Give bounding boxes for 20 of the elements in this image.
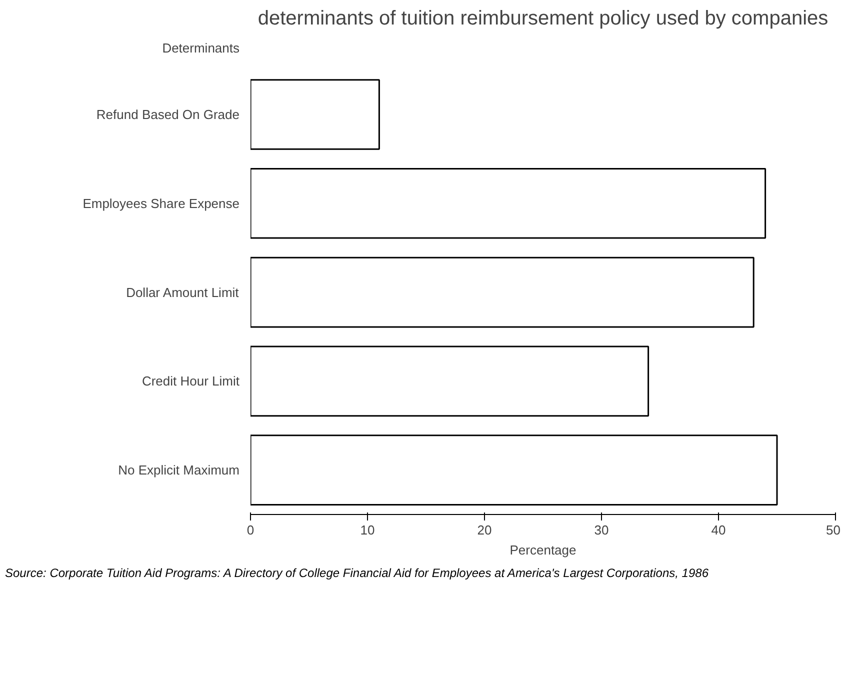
bar: [250, 168, 766, 239]
y-axis-title: Determinants: [162, 40, 240, 56]
x-tick-label: 20: [477, 522, 492, 538]
y-tick-label: Employees Share Expense: [82, 196, 240, 211]
y-tick-label: Credit Hour Limit: [142, 374, 240, 389]
bar: [250, 79, 380, 150]
y-tick-label: Dollar Amount Limit: [126, 284, 240, 300]
y-tick-label: Refund Based On Grade: [96, 107, 240, 122]
x-tick-label: 30: [594, 522, 609, 538]
x-tick-label: 40: [711, 522, 726, 538]
bar: [250, 256, 754, 328]
x-tick-label: 10: [360, 522, 375, 538]
x-tick-label: 0: [246, 522, 254, 538]
x-tick-label: 50: [826, 522, 841, 538]
bar: [250, 434, 778, 506]
x-axis-title: Percentage: [510, 542, 576, 558]
y-tick-label: No Explicit Maximum: [118, 462, 240, 478]
chart-title: determinants of tuition reimbursement policy used by companies: [258, 8, 828, 30]
source-note: Source: Corporate Tuition Aid Programs: A Directory of College Financial Aid for Employees at America's Largest Corporations, 1986: [5, 565, 708, 582]
bar: [250, 346, 650, 417]
